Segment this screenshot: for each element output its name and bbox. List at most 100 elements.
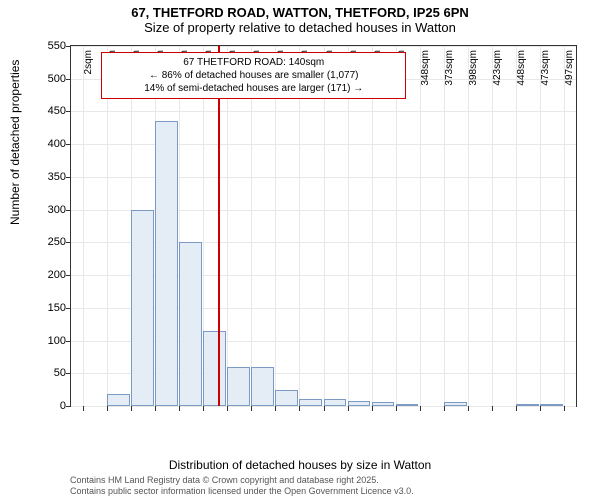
bar xyxy=(372,402,395,406)
gridline-v xyxy=(299,46,300,406)
ytick-mark xyxy=(66,373,71,374)
xtick-mark xyxy=(516,406,517,411)
annotation-box: 67 THETFORD ROAD: 140sqm← 86% of detache… xyxy=(101,52,406,99)
ytick-mark xyxy=(66,79,71,80)
chart-subtitle: Size of property relative to detached ho… xyxy=(0,20,600,37)
annotation-line: 67 THETFORD ROAD: 140sqm xyxy=(107,56,400,69)
ytick-mark xyxy=(66,210,71,211)
ytick-mark xyxy=(66,406,71,407)
ytick-label: 0 xyxy=(60,400,66,412)
gridline-v xyxy=(396,46,397,406)
ytick-mark xyxy=(66,308,71,309)
ytick-label: 400 xyxy=(48,138,66,150)
ytick-label: 500 xyxy=(48,73,66,85)
marker-line xyxy=(218,46,220,406)
xtick-mark xyxy=(564,406,565,411)
x-axis-label: Distribution of detached houses by size … xyxy=(0,458,600,472)
gridline-v xyxy=(420,46,421,406)
annotation-line: 14% of semi-detached houses are larger (… xyxy=(107,82,400,95)
gridline-v xyxy=(324,46,325,406)
bar xyxy=(275,390,298,406)
bar xyxy=(179,242,202,406)
ytick-mark xyxy=(66,242,71,243)
xtick-label: 398sqm xyxy=(468,50,479,86)
xtick-mark xyxy=(107,406,108,411)
bar xyxy=(299,399,322,406)
annotation-line: ← 86% of detached houses are smaller (1,… xyxy=(107,69,400,82)
bar xyxy=(107,394,130,406)
bar xyxy=(227,367,250,406)
xtick-mark xyxy=(444,406,445,411)
gridline-v xyxy=(492,46,493,406)
xtick-mark xyxy=(348,406,349,411)
footer-line: Contains HM Land Registry data © Crown c… xyxy=(70,475,414,486)
gridline-v xyxy=(468,46,469,406)
gridline-v xyxy=(540,46,541,406)
bar xyxy=(251,367,274,406)
xtick-mark xyxy=(155,406,156,411)
xtick-mark xyxy=(203,406,204,411)
xtick-mark xyxy=(299,406,300,411)
xtick-mark xyxy=(492,406,493,411)
ytick-mark xyxy=(66,341,71,342)
ytick-label: 450 xyxy=(48,105,66,117)
ytick-label: 250 xyxy=(48,236,66,248)
ytick-label: 150 xyxy=(48,302,66,314)
footer-attribution: Contains HM Land Registry data © Crown c… xyxy=(70,475,414,497)
xtick-label: 473sqm xyxy=(540,50,551,86)
ytick-label: 200 xyxy=(48,269,66,281)
chart-title: 67, THETFORD ROAD, WATTON, THETFORD, IP2… xyxy=(0,0,600,20)
bar xyxy=(131,210,154,406)
xtick-mark xyxy=(540,406,541,411)
gridline-v xyxy=(372,46,373,406)
ytick-label: 50 xyxy=(54,367,66,379)
xtick-label: 348sqm xyxy=(420,50,431,86)
gridline-v xyxy=(275,46,276,406)
gridline-v xyxy=(107,46,108,406)
xtick-mark xyxy=(131,406,132,411)
plot-area: 0501001502002503003504004505005502sqm26s… xyxy=(70,45,577,407)
bar xyxy=(203,331,226,406)
bar xyxy=(396,404,419,406)
ytick-label: 550 xyxy=(48,40,66,52)
y-axis-label: Number of detached properties xyxy=(8,60,22,225)
xtick-mark xyxy=(179,406,180,411)
gridline-v xyxy=(83,46,84,406)
ytick-label: 350 xyxy=(48,171,66,183)
ytick-mark xyxy=(66,111,71,112)
bar xyxy=(324,399,347,406)
gridline-v xyxy=(516,46,517,406)
xtick-label: 2sqm xyxy=(83,50,94,74)
footer-line: Contains public sector information licen… xyxy=(70,486,414,497)
gridline-v xyxy=(251,46,252,406)
bar xyxy=(155,121,178,406)
ytick-mark xyxy=(66,177,71,178)
xtick-mark xyxy=(275,406,276,411)
bar xyxy=(348,401,371,406)
ytick-mark xyxy=(66,46,71,47)
gridline-v xyxy=(348,46,349,406)
xtick-label: 497sqm xyxy=(564,50,575,86)
xtick-label: 373sqm xyxy=(444,50,455,86)
xtick-mark xyxy=(251,406,252,411)
ytick-label: 100 xyxy=(48,335,66,347)
xtick-mark xyxy=(83,406,84,411)
bar xyxy=(516,404,539,406)
xtick-mark xyxy=(396,406,397,411)
bar xyxy=(444,402,467,406)
xtick-label: 423sqm xyxy=(492,50,503,86)
ytick-mark xyxy=(66,144,71,145)
chart-container: 67, THETFORD ROAD, WATTON, THETFORD, IP2… xyxy=(0,0,600,500)
bar xyxy=(540,404,563,406)
xtick-mark xyxy=(420,406,421,411)
xtick-label: 448sqm xyxy=(516,50,527,86)
xtick-mark xyxy=(227,406,228,411)
ytick-label: 300 xyxy=(48,204,66,216)
gridline-v xyxy=(444,46,445,406)
xtick-mark xyxy=(324,406,325,411)
gridline-v xyxy=(227,46,228,406)
xtick-mark xyxy=(372,406,373,411)
gridline-v xyxy=(564,46,565,406)
xtick-mark xyxy=(468,406,469,411)
ytick-mark xyxy=(66,275,71,276)
